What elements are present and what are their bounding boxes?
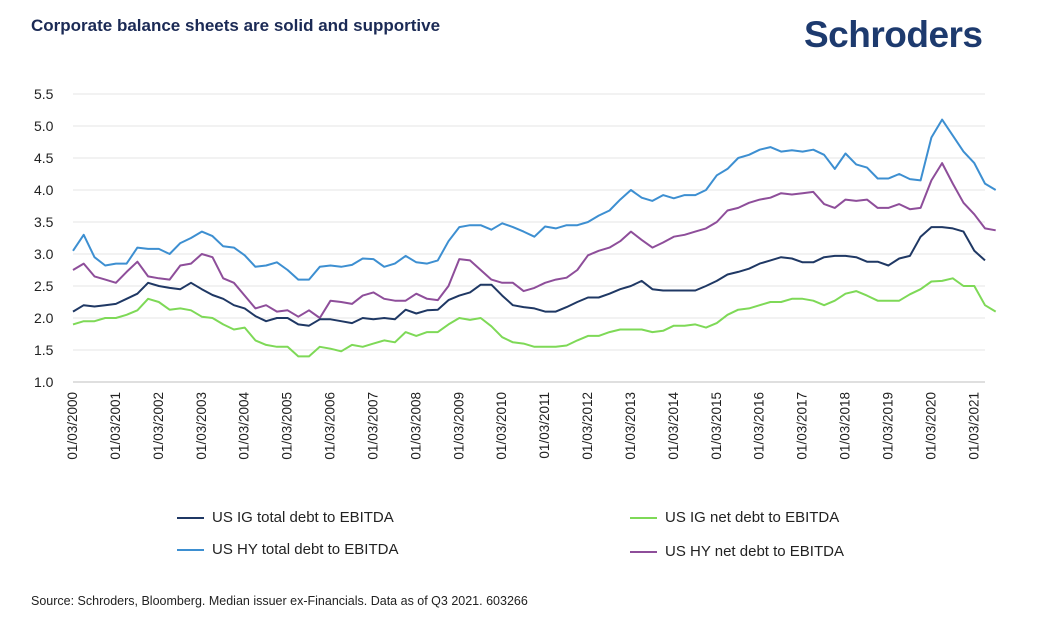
- x-tick-label: 01/03/2000: [65, 392, 80, 460]
- series-lines: [72, 118, 997, 358]
- x-tick-label: 01/03/2021: [966, 392, 981, 460]
- y-tick-label: 2.0: [34, 310, 54, 326]
- x-tick-label: 01/03/2004: [237, 392, 252, 460]
- legend-item-ig-total: US IG total debt to EBITDA: [177, 509, 394, 526]
- legend-label-ig-net: US IG net debt to EBITDA: [665, 509, 840, 526]
- grid-lines: [73, 93, 985, 383]
- y-tick-label: 5.5: [34, 86, 54, 102]
- x-tick-label: 01/03/2008: [408, 392, 423, 460]
- x-tick-label: 01/03/2007: [365, 392, 380, 460]
- y-tick-label: 3.5: [34, 214, 54, 230]
- series-line-us-hy-net-debt-to-ebitda: [72, 162, 996, 319]
- y-tick-label: 4.0: [34, 182, 54, 198]
- x-tick-label: 01/03/2009: [451, 392, 466, 460]
- x-tick-label: 01/03/2018: [838, 392, 853, 460]
- schroders-logo: Schroders: [804, 14, 983, 55]
- legend-item-hy-total: US HY total debt to EBITDA: [177, 541, 398, 558]
- x-tick-label: 01/03/2016: [752, 392, 767, 460]
- x-tick-label: 01/03/2010: [494, 392, 509, 460]
- y-tick-label: 2.5: [34, 278, 54, 294]
- legend-label-hy-total: US HY total debt to EBITDA: [212, 541, 399, 558]
- x-tick-label: 01/03/2002: [151, 392, 166, 460]
- y-tick-label: 4.5: [34, 150, 54, 166]
- x-tick-label: 01/03/2001: [108, 392, 123, 460]
- x-tick-label: 01/03/2015: [709, 392, 724, 460]
- y-tick-label: 3.0: [34, 246, 54, 262]
- source-note: Source: Schroders, Bloomberg. Median iss…: [31, 594, 528, 608]
- x-tick-label: 01/03/2006: [323, 392, 338, 460]
- legend-swatch-hy-net: [630, 550, 657, 553]
- x-tick-label: 01/03/2019: [880, 392, 895, 460]
- line-chart: 5.5 5.0 4.5 4.0 3.5 3.0 2.5 2.0 1.5 1.0 01/03/200…: [34, 86, 997, 460]
- x-tick-label: 01/03/2013: [623, 392, 638, 460]
- x-tick-label: 01/03/2011: [537, 392, 552, 459]
- legend-item-hy-net: US HY net debt to EBITDA: [630, 543, 844, 560]
- y-tick-label: 1.5: [34, 342, 54, 358]
- series-line-us-ig-total-debt-to-ebitda: [72, 226, 986, 327]
- legend-item-ig-net: US IG net debt to EBITDA: [630, 509, 839, 526]
- legend-label-ig-total: US IG total debt to EBITDA: [212, 509, 394, 526]
- legend-swatch-ig-total: [177, 516, 204, 519]
- x-tick-label: 01/03/2014: [666, 392, 681, 460]
- chart-title: Corporate balance sheets are solid and s…: [31, 16, 441, 35]
- x-tick-label: 01/03/2017: [795, 392, 810, 460]
- legend-label-hy-net: US HY net debt to EBITDA: [665, 543, 844, 560]
- y-axis: 5.5 5.0 4.5 4.0 3.5 3.0 2.5 2.0 1.5 1.0: [34, 86, 54, 390]
- y-tick-label: 5.0: [34, 118, 54, 134]
- legend-swatch-hy-total: [177, 548, 204, 551]
- x-axis: 01/03/2000 01/03/2001 01/03/2002 01/03/2003…: [65, 392, 981, 460]
- x-tick-label: 01/03/2003: [194, 392, 209, 460]
- x-tick-label: 01/03/2012: [580, 392, 595, 460]
- x-tick-label: 01/03/2020: [923, 392, 938, 460]
- y-tick-label: 1.0: [34, 374, 54, 390]
- series-line-us-ig-net-debt-to-ebitda: [72, 277, 997, 358]
- x-tick-label: 01/03/2005: [280, 392, 295, 460]
- legend-swatch-ig-net: [630, 516, 657, 519]
- series-line-us-hy-total-debt-to-ebitda: [72, 118, 997, 281]
